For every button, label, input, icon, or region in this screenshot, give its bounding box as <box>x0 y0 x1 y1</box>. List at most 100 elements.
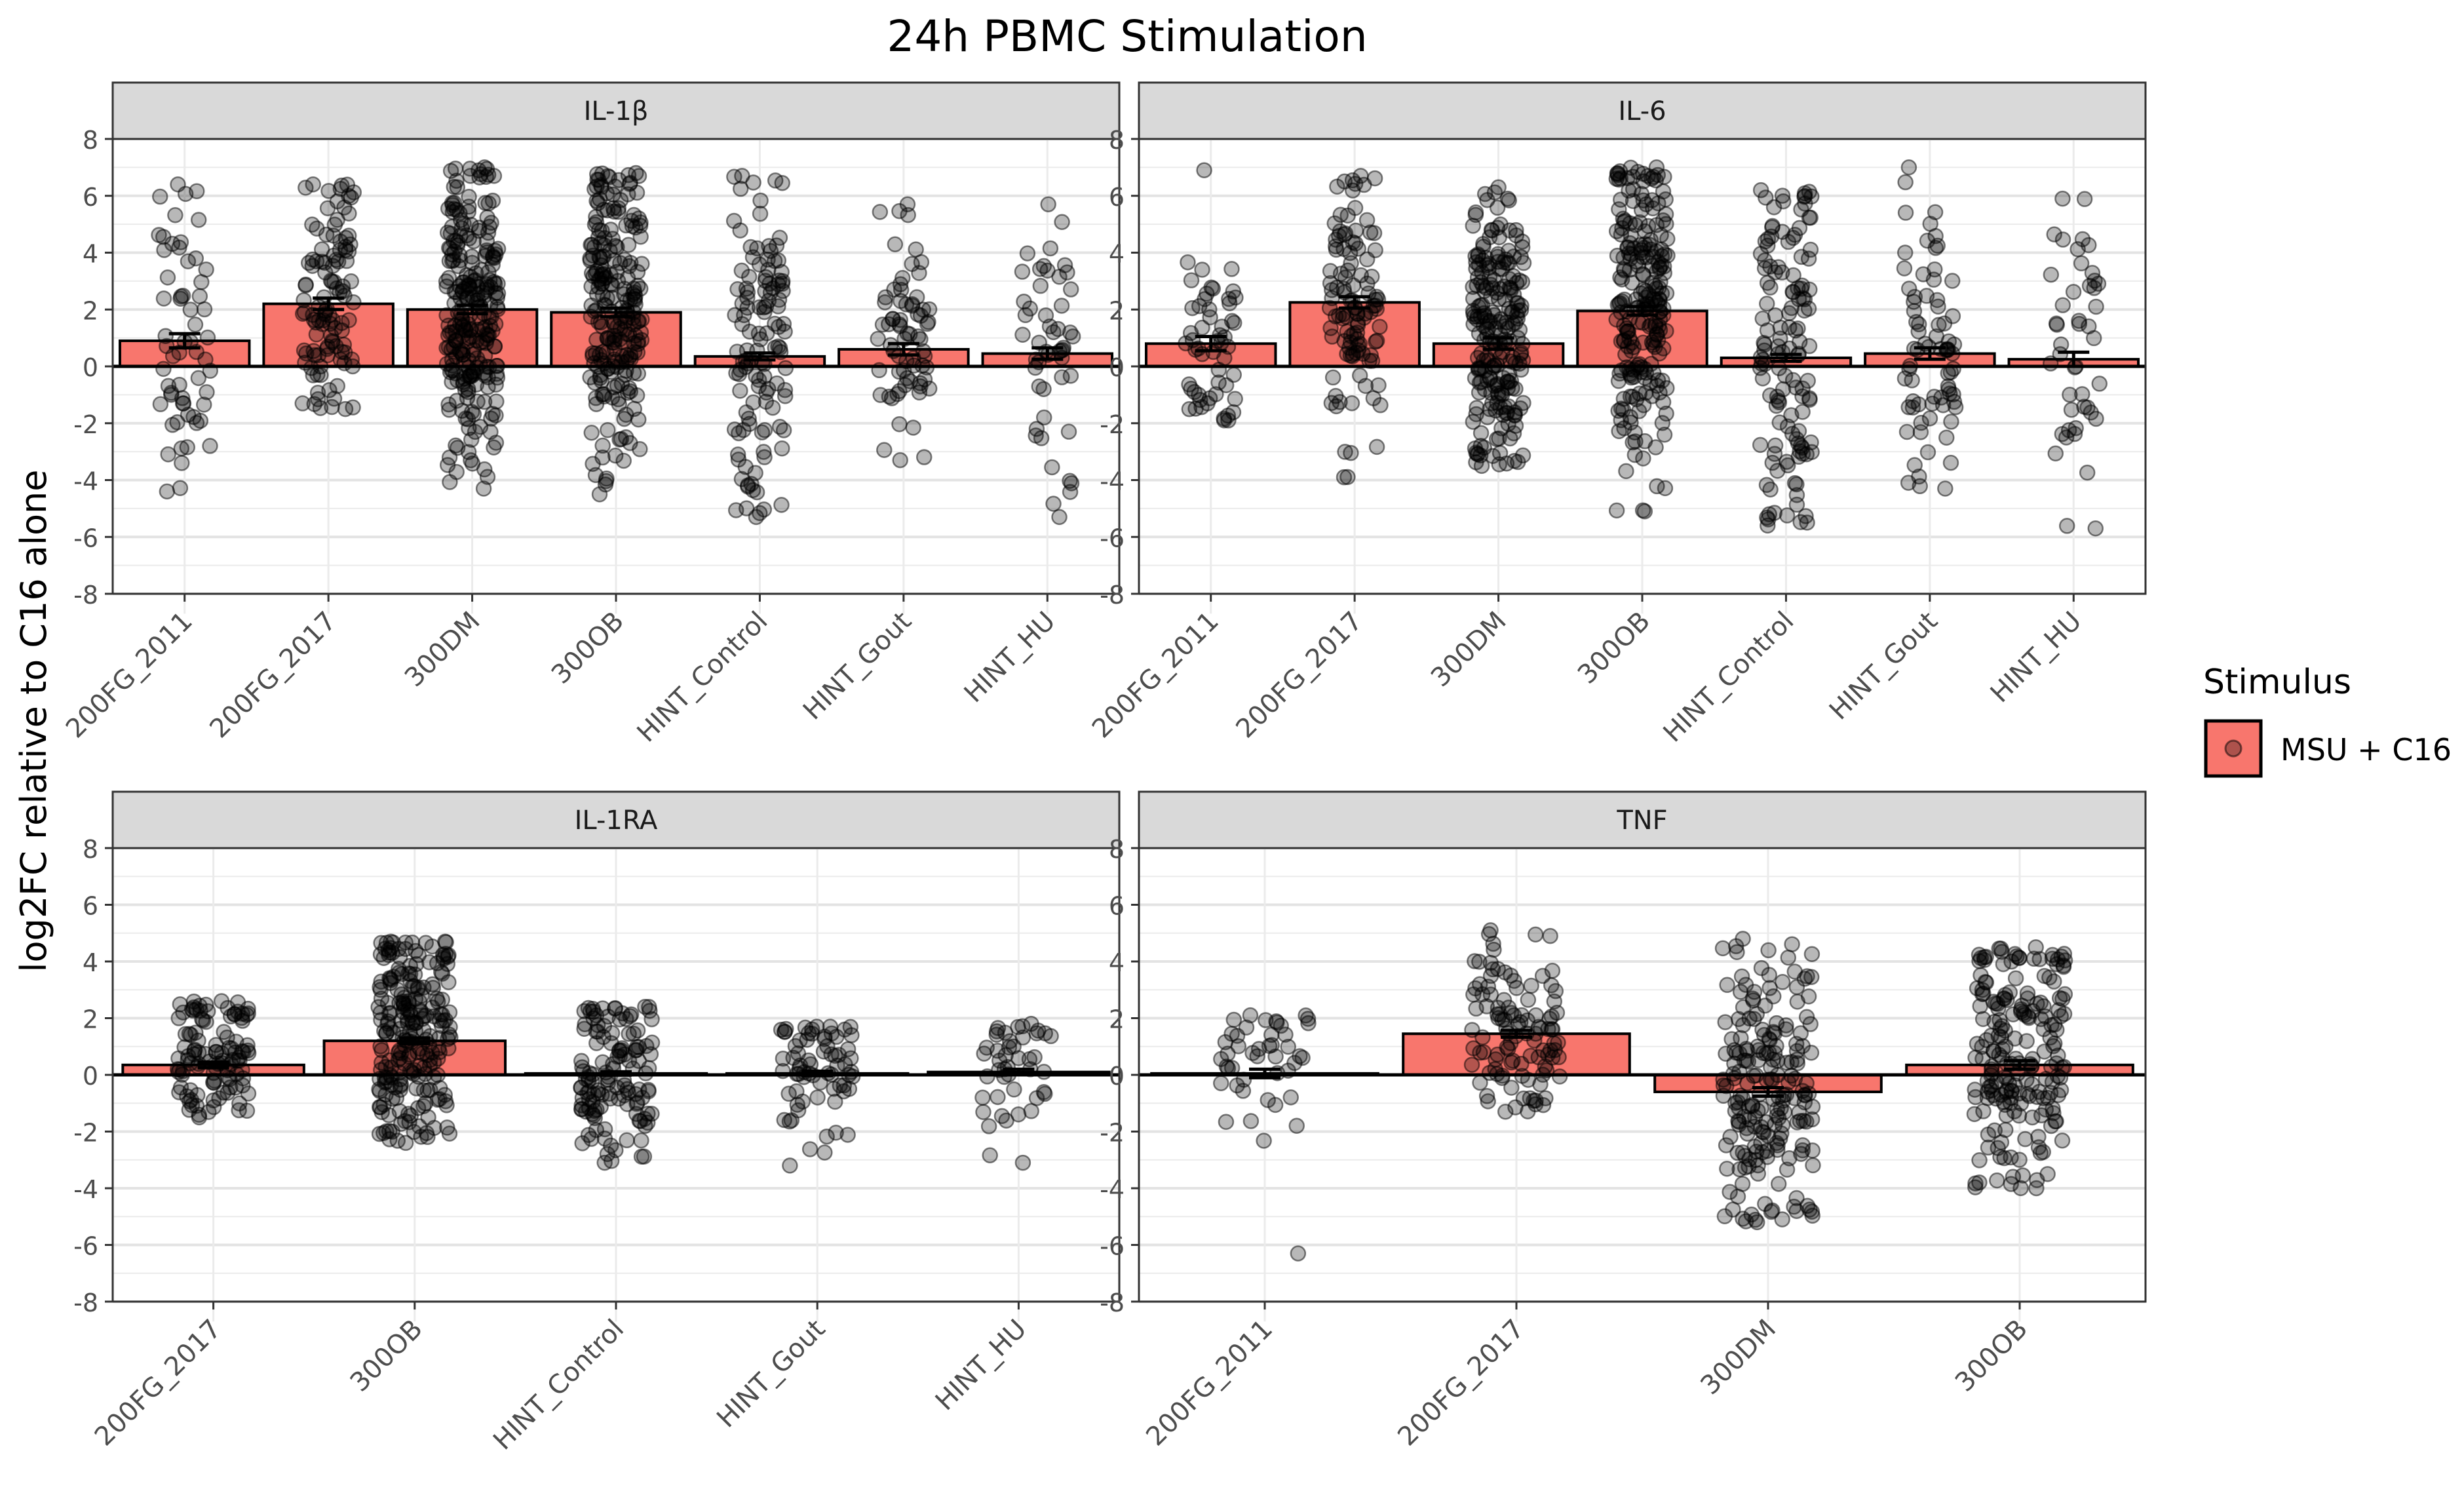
data-point <box>617 252 633 268</box>
data-point <box>630 333 647 350</box>
data-point <box>1016 293 1032 310</box>
data-point <box>1467 953 1483 969</box>
data-point <box>606 203 623 220</box>
data-point <box>1796 971 1813 987</box>
data-point <box>1343 255 1359 271</box>
data-point <box>1790 435 1807 452</box>
data-point <box>329 378 346 395</box>
data-point <box>1983 1027 1999 1044</box>
data-point <box>1180 254 1196 271</box>
data-point <box>2087 520 2104 537</box>
data-point <box>1757 1195 1773 1212</box>
data-point <box>737 459 754 475</box>
data-point <box>642 1003 658 1019</box>
data-point <box>421 954 438 971</box>
x-tick-label: HINT_HU <box>959 606 1062 709</box>
data-point <box>1796 291 1813 308</box>
data-point <box>1714 940 1731 957</box>
data-point <box>974 1089 991 1106</box>
data-point <box>1465 316 1482 332</box>
data-point <box>2011 1152 2028 1168</box>
data-point <box>1332 265 1349 282</box>
data-point <box>1515 395 1531 412</box>
data-point <box>1753 960 1770 977</box>
data-point <box>1550 1034 1566 1051</box>
data-point <box>1520 992 1537 1008</box>
data-point <box>2035 1090 2052 1106</box>
data-point <box>1655 394 1672 410</box>
data-point <box>754 424 771 441</box>
data-point <box>1503 282 1520 298</box>
data-point <box>1256 1133 1272 1149</box>
facet-label: IL-1β <box>584 96 649 126</box>
y-tick-label: 0 <box>1109 1062 1125 1091</box>
data-point <box>1747 1211 1763 1228</box>
data-point <box>1017 307 1034 324</box>
data-point <box>769 375 785 392</box>
data-point <box>1001 1039 1018 1056</box>
data-point <box>892 276 909 292</box>
data-point <box>199 384 215 400</box>
data-point <box>1288 1117 1305 1134</box>
data-point <box>1615 317 1632 334</box>
data-point <box>1974 986 1991 1003</box>
data-point <box>911 265 927 281</box>
data-point <box>329 193 346 210</box>
data-point <box>167 207 183 223</box>
data-point <box>1980 1139 1997 1156</box>
data-point <box>211 1090 227 1107</box>
data-point <box>1332 394 1348 410</box>
data-point <box>197 351 214 368</box>
data-point <box>752 205 769 222</box>
data-point <box>1484 304 1501 320</box>
data-point <box>993 1108 1011 1125</box>
data-point <box>727 502 744 518</box>
y-tick-label: 4 <box>83 240 98 269</box>
data-point <box>448 201 465 218</box>
data-point <box>2003 953 2020 970</box>
data-point <box>596 237 613 254</box>
data-point <box>1900 159 1917 176</box>
data-point <box>1030 1022 1047 1039</box>
data-point <box>616 1087 632 1104</box>
data-point <box>609 239 625 256</box>
data-point <box>479 469 496 485</box>
data-point <box>1478 1088 1495 1104</box>
data-point <box>2024 1003 2041 1019</box>
x-tick-label: 200FG_2011 <box>1087 606 1225 745</box>
data-point <box>172 234 189 250</box>
data-point <box>817 1144 833 1161</box>
y-tick-label: 6 <box>1109 892 1125 921</box>
data-point <box>1788 476 1805 493</box>
data-point <box>196 301 213 318</box>
data-point <box>1181 401 1198 417</box>
data-point <box>1774 974 1791 990</box>
data-point <box>2084 265 2101 281</box>
y-tick-label: -4 <box>73 1175 98 1204</box>
y-tick-label: 6 <box>1109 183 1125 212</box>
data-point <box>463 431 480 448</box>
data-point <box>1760 942 1777 959</box>
data-point <box>2047 1017 2063 1033</box>
data-point <box>620 186 636 203</box>
data-point <box>990 1020 1007 1036</box>
data-point <box>770 298 786 315</box>
data-point <box>2007 1030 2023 1047</box>
data-point <box>1974 1011 1992 1028</box>
data-point <box>187 316 204 333</box>
data-point <box>1640 168 1656 184</box>
data-point <box>400 1048 417 1065</box>
data-point <box>1332 223 1349 240</box>
x-tick-label: 200FG_2011 <box>60 606 199 745</box>
data-point <box>837 1056 853 1073</box>
data-point <box>478 281 495 298</box>
data-point <box>382 975 398 992</box>
data-point <box>1225 283 1242 300</box>
data-point <box>615 452 632 469</box>
data-point <box>1480 260 1497 276</box>
data-point <box>921 301 938 318</box>
data-point <box>916 348 933 364</box>
data-point <box>1216 410 1232 427</box>
x-tick-label: HINT_Control <box>632 606 774 748</box>
